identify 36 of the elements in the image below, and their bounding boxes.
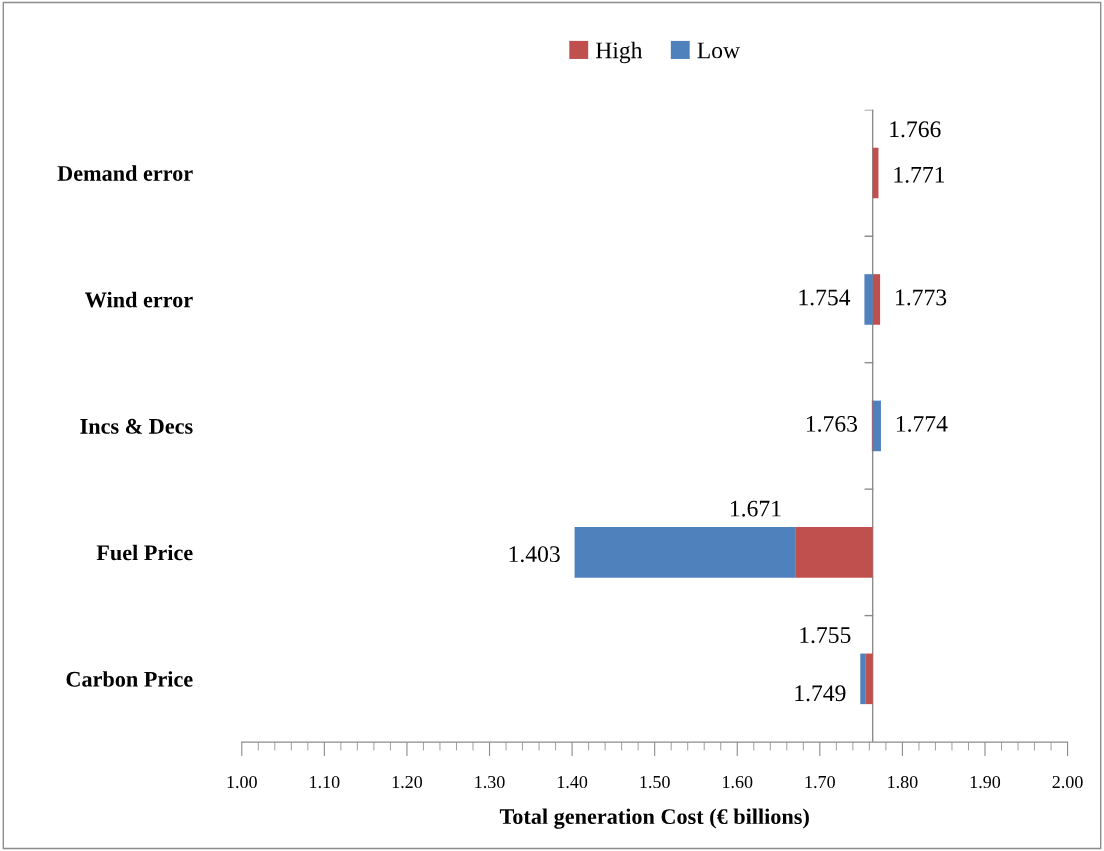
bar [872, 400, 881, 452]
annotation: 1.773 [896, 289, 947, 306]
legend-label: High [595, 41, 643, 64]
annotation: 1.771 [894, 166, 945, 183]
x-tick-label: 1.50 [640, 775, 670, 789]
annotation: 1.671 [730, 500, 781, 517]
annotation: 1.755 [800, 627, 851, 644]
bar [872, 274, 881, 325]
bar [864, 274, 873, 325]
y-tick-label: Demand error [57, 165, 193, 181]
bar [574, 527, 796, 578]
x-tick-label: 1.30 [475, 775, 505, 789]
y-tick-label: Incs & Decs [80, 418, 193, 434]
x-tick-label: 1.20 [392, 775, 423, 789]
x-tick-label: 1.90 [970, 775, 1001, 789]
annotation: 1.754 [799, 289, 851, 306]
annotation: 1.766 [890, 121, 941, 138]
x-tick-label: 1.70 [805, 775, 835, 789]
annotation: 1.749 [795, 685, 846, 702]
x-tick-label: 1.40 [557, 775, 588, 789]
x-tick-label: 1.60 [723, 775, 753, 789]
bar [795, 527, 873, 578]
y-tick-label: Fuel Price [96, 544, 193, 561]
bar [860, 653, 866, 705]
x-axis-title: Total generation Cost (€ billions) [499, 808, 809, 829]
annotation: 1.763 [806, 415, 858, 432]
annotation: 1.403 [509, 546, 560, 563]
x-tick-label: 2.00 [1052, 775, 1083, 789]
x-tick-label: 1.10 [310, 775, 340, 789]
y-tick-label: Carbon Price [66, 671, 193, 687]
y-tick-label: Wind error [85, 291, 193, 308]
x-tick-label: 1.00 [227, 775, 257, 789]
x-tick-label: 1.80 [888, 775, 918, 789]
annotation: 1.774 [896, 416, 948, 432]
bar [865, 653, 873, 705]
legend-label: Low [697, 42, 740, 59]
